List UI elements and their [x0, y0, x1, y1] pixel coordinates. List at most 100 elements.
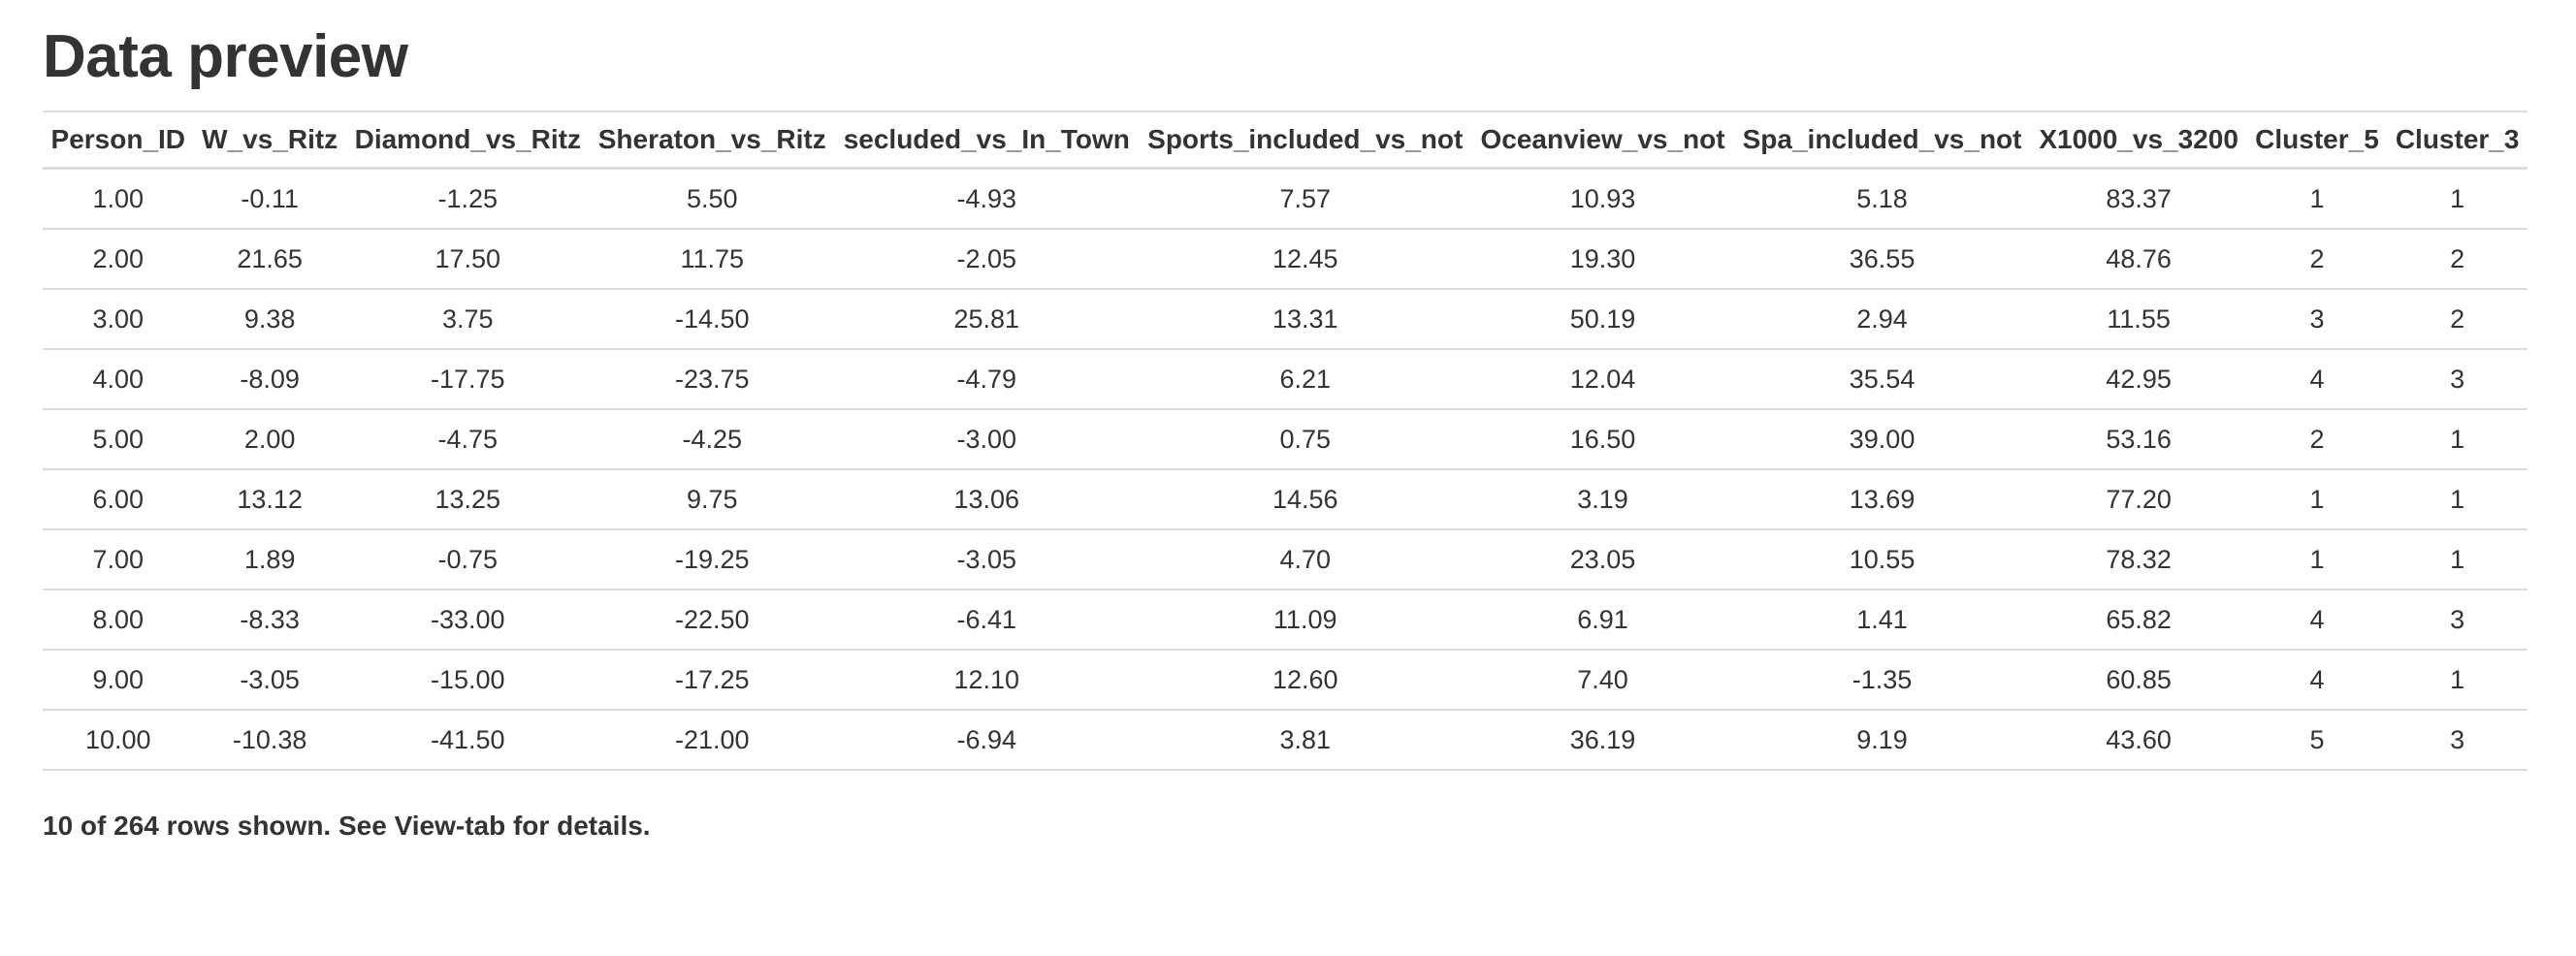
table-cell: 2.94 [1733, 289, 2031, 350]
table-cell: 9.38 [193, 289, 346, 350]
table-cell: 1 [2387, 168, 2528, 230]
table-cell: -21.00 [589, 710, 835, 771]
table-cell: -19.25 [589, 529, 835, 590]
table-cell: 7.00 [43, 529, 194, 590]
column-header-diamond-vs-ritz: Diamond_vs_Ritz [354, 124, 581, 154]
table-cell: -3.00 [834, 409, 1139, 470]
table-cell: 7.40 [1471, 650, 1734, 711]
table-cell: 5.18 [1733, 168, 2031, 230]
table-cell: 13.06 [834, 469, 1139, 530]
table-cell: -4.25 [589, 409, 835, 470]
table-cell: 5.00 [43, 409, 194, 470]
table-cell: 42.95 [2030, 349, 2247, 410]
table-cell: -15.00 [345, 650, 590, 711]
table-cell: 13.12 [193, 469, 346, 530]
table-cell: 65.82 [2030, 590, 2247, 651]
table-cell: 83.37 [2030, 168, 2247, 230]
table-row: 6.00 13.12 13.25 9.75 13.06 14.56 3.19 13.69 77.… [43, 469, 2528, 530]
table-cell: 8.00 [43, 590, 194, 651]
data-table: Person_ID W_vs_Ritz Diamond_vs_Ritz Sherato… [43, 111, 2528, 771]
table-cell: 1 [2246, 168, 2388, 230]
table-cell: 9.00 [43, 650, 194, 711]
table-cell: 12.45 [1138, 229, 1472, 290]
table-cell: 14.56 [1138, 469, 1472, 530]
table-cell: -6.94 [834, 710, 1139, 771]
table-cell: 4 [2246, 650, 2388, 711]
table-cell: 10.55 [1733, 529, 2031, 590]
table-cell: 4.00 [43, 349, 194, 410]
table-cell: 7.57 [1138, 168, 1472, 230]
table-cell: -0.75 [345, 529, 590, 590]
table-cell: 3.00 [43, 289, 194, 350]
table-cell: 6.21 [1138, 349, 1472, 410]
table-cell: 6.00 [43, 469, 194, 530]
table-cell: 16.50 [1471, 409, 1734, 470]
table-row: 1.00 -0.11 -1.25 5.50 -4.93 7.57 10.93 5.18 83.3… [43, 168, 2528, 230]
table-cell: 12.10 [834, 650, 1139, 711]
table-cell: 39.00 [1733, 409, 2031, 470]
table-cell: 3 [2246, 289, 2388, 350]
table-cell: -4.79 [834, 349, 1139, 410]
table-cell: 23.05 [1471, 529, 1734, 590]
table-row: 7.00 1.89 -0.75 -19.25 -3.05 4.70 23.05 10.55 78… [43, 529, 2528, 590]
table-cell: 1 [2387, 650, 2528, 711]
table-cell: 25.81 [834, 289, 1139, 350]
table-header-row: Person_ID W_vs_Ritz Diamond_vs_Ritz Sherato… [43, 112, 2528, 169]
table-cell: 0.75 [1138, 409, 1472, 470]
table-cell: 50.19 [1471, 289, 1734, 350]
table-cell: 1.00 [43, 168, 194, 230]
table-cell: 2 [2246, 229, 2388, 290]
table-cell: -33.00 [345, 590, 590, 651]
column-header-cluster-3: Cluster_3 [2395, 124, 2520, 154]
table-cell: -1.25 [345, 168, 590, 230]
table-cell: -23.75 [589, 349, 835, 410]
table-cell: 2 [2246, 409, 2388, 470]
column-header-person-id: Person_ID [50, 124, 186, 154]
table-cell: 10.00 [43, 710, 194, 771]
table-cell: -2.05 [834, 229, 1139, 290]
column-header-spa-included-vs-not: Spa_included_vs_not [1742, 124, 2022, 154]
table-cell: 10.93 [1471, 168, 1734, 230]
column-header-sports-included-vs-not: Sports_included_vs_not [1147, 124, 1464, 154]
table-cell: 11.09 [1138, 590, 1472, 651]
table-row: 8.00 -8.33 -33.00 -22.50 -6.41 11.09 6.91 1.41 6… [43, 590, 2528, 651]
table-cell: 78.32 [2030, 529, 2247, 590]
table-cell: 13.25 [345, 469, 590, 530]
column-header-w-vs-ritz: W_vs_Ritz [202, 124, 338, 154]
page-title: Data preview [43, 23, 408, 90]
table-row: 5.00 2.00 -4.75 -4.25 -3.00 0.75 16.50 39.00 53.… [43, 409, 2528, 470]
table-cell: -17.25 [589, 650, 835, 711]
column-header-cluster-5: Cluster_5 [2255, 124, 2379, 154]
table-cell: -14.50 [589, 289, 835, 350]
table-cell: 2.00 [193, 409, 346, 470]
table-cell: 43.60 [2030, 710, 2247, 771]
table-cell: 2.00 [43, 229, 194, 290]
table-cell: 53.16 [2030, 409, 2247, 470]
table-cell: 4 [2246, 590, 2388, 651]
table-cell: 1 [2387, 529, 2528, 590]
table-cell: 1.89 [193, 529, 346, 590]
table-cell: -8.33 [193, 590, 346, 651]
table-cell: -6.41 [834, 590, 1139, 651]
table-header: Person_ID W_vs_Ritz Diamond_vs_Ritz Sherato… [43, 112, 2528, 169]
table-row: 9.00 -3.05 -15.00 -17.25 12.10 12.60 7.40 -1.35… [43, 650, 2528, 711]
table-cell: 3 [2387, 590, 2528, 651]
column-header-oceanview-vs-not: Oceanview_vs_not [1480, 124, 1725, 154]
table-row: 10.00 -10.38 -41.50 -21.00 -6.94 3.81 36.19 9.1… [43, 710, 2528, 771]
table-cell: 3.19 [1471, 469, 1734, 530]
table-cell: 12.60 [1138, 650, 1472, 711]
table-cell: 4.70 [1138, 529, 1472, 590]
column-header-x1000-vs-3200: X1000_vs_3200 [2039, 124, 2238, 154]
rows-shown-note: 10 of 264 rows shown. See View-tab for d… [43, 811, 651, 841]
table-cell: 36.19 [1471, 710, 1734, 771]
table-cell: 13.31 [1138, 289, 1472, 350]
table-cell: 9.75 [589, 469, 835, 530]
table-cell: -1.35 [1733, 650, 2031, 711]
table-cell: -4.93 [834, 168, 1139, 230]
table-row: 2.00 21.65 17.50 11.75 -2.05 12.45 19.30 36.55 4… [43, 229, 2528, 290]
table-cell: -17.75 [345, 349, 590, 410]
table-cell: 5.50 [589, 168, 835, 230]
table-cell: 48.76 [2030, 229, 2247, 290]
table-cell: 13.69 [1733, 469, 2031, 530]
table-cell: 3.81 [1138, 710, 1472, 771]
